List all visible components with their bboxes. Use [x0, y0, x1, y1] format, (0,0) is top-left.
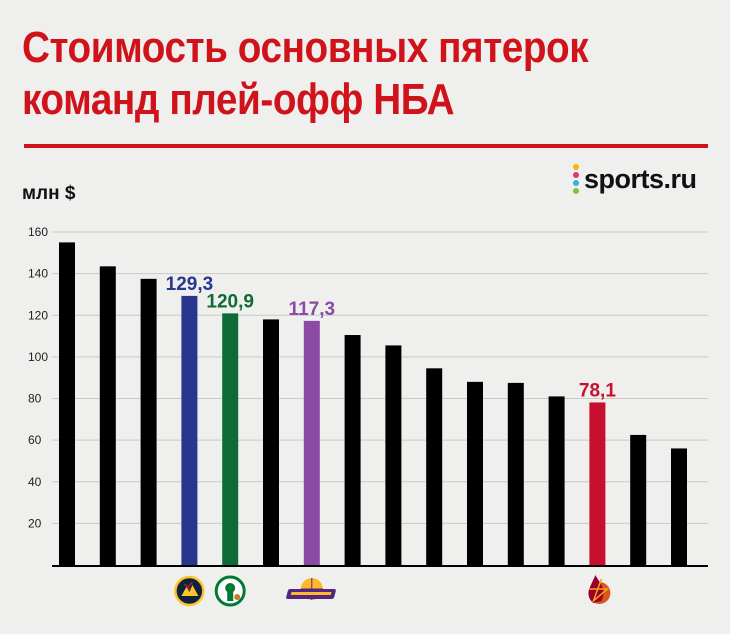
data-label: 129,3 [166, 274, 214, 295]
logo-dot [573, 164, 579, 170]
data-label: 117,3 [289, 299, 336, 320]
bar [507, 382, 524, 565]
bar [181, 295, 198, 565]
bar [467, 381, 483, 565]
y-tick-label: 160 [28, 225, 48, 239]
bar [671, 448, 687, 565]
data-label: 78,1 [579, 380, 616, 401]
chart-title: Стоимость основных пятерок команд плей-о… [22, 23, 589, 124]
bar [99, 266, 116, 565]
celtics-logo-ball [234, 594, 241, 600]
nuggets-logo-mountains [181, 585, 199, 596]
bar [548, 396, 565, 565]
y-tick-label: 80 [28, 392, 42, 406]
heat-logo-hoop [589, 578, 610, 604]
bar [59, 242, 75, 565]
bars [59, 242, 687, 565]
lakers-logo-icon [286, 578, 336, 600]
nuggets-logo-icon [174, 575, 205, 607]
lakers-logo-word-stroke [290, 592, 332, 595]
bar [589, 402, 606, 565]
y-tick-labels: 20 40 60 80 100 120 140 160 [28, 225, 48, 530]
logo-text: sports.ru [584, 163, 697, 194]
y-tick-label: 40 [28, 475, 42, 489]
bar [222, 313, 239, 565]
nuggets-logo-ring [174, 575, 205, 607]
bar [140, 278, 157, 565]
logo-dots-icon [572, 164, 580, 194]
bar [303, 320, 320, 565]
celtics-logo-body [227, 592, 234, 601]
data-label: 120,9 [206, 291, 254, 312]
logo-dot [573, 172, 579, 178]
logo-dot [573, 180, 579, 186]
y-tick-label: 140 [28, 267, 48, 281]
y-tick-label: 100 [28, 350, 48, 364]
y-tick-label: 120 [28, 308, 48, 322]
bar [630, 434, 647, 565]
nuggets-logo-picks [183, 581, 194, 591]
bar [344, 335, 361, 565]
y-axis-label: млн $ [22, 183, 76, 204]
team-logos [174, 575, 611, 607]
y-tick-label: 20 [28, 516, 42, 530]
bar [385, 345, 402, 565]
sports-ru-logo: sports.ru [572, 162, 697, 196]
heat-logo-icon [588, 575, 611, 604]
title-divider [24, 144, 708, 148]
celtics-logo-figure [225, 583, 236, 593]
y-tick-label: 60 [28, 433, 42, 447]
bar [263, 319, 279, 565]
bar [426, 368, 443, 565]
celtics-logo-icon [214, 575, 246, 607]
logo-dot [573, 188, 579, 194]
